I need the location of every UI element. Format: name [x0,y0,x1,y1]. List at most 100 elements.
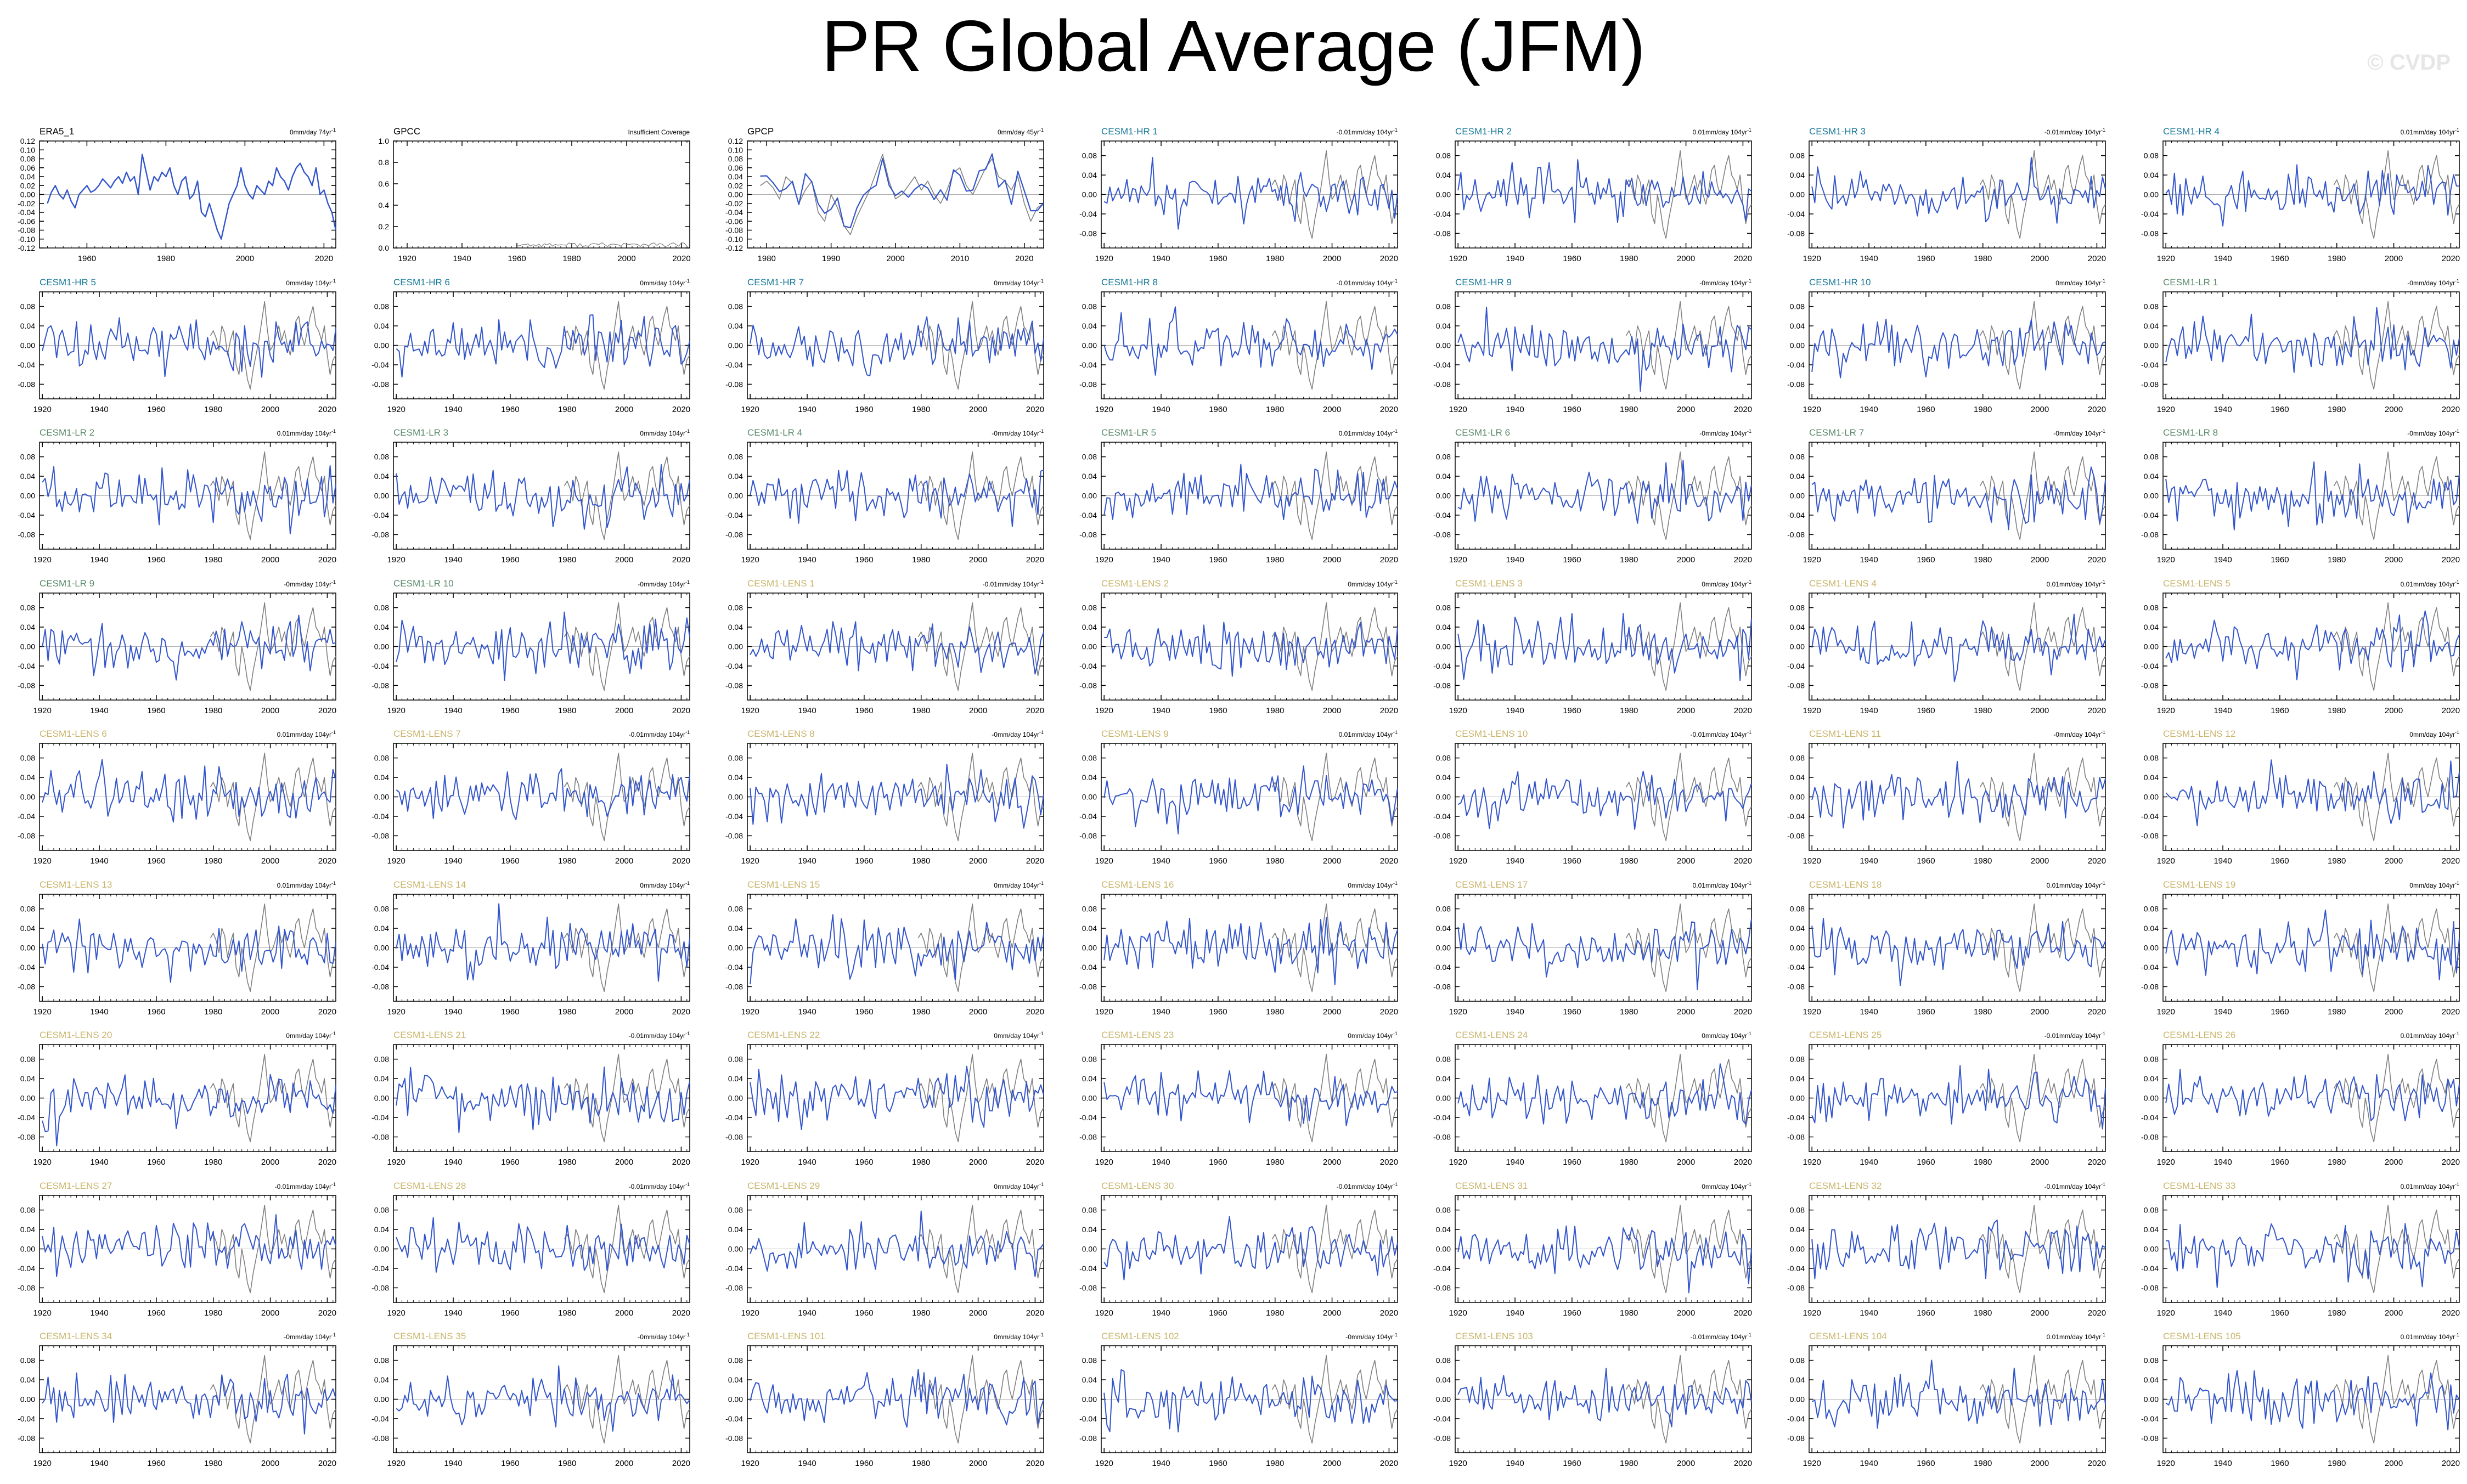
x-tick-label: 1960 [1563,555,1581,565]
obs-series-line [1979,602,2106,691]
x-tick-label: 1940 [2213,405,2232,414]
x-tick-label: 1940 [1506,555,1524,565]
x-tick-label: 2000 [1323,254,1341,263]
y-tick-label: 0.08 [1790,302,1805,311]
x-tick-label: 2000 [969,706,987,715]
y-tick-label: 0.08 [1790,754,1805,763]
y-tick-label: -0.04 [371,812,389,821]
x-tick-label: 1960 [501,706,519,715]
x-tick-label: 1960 [1563,254,1581,263]
obs-series-line [1271,752,1398,842]
y-tick-label: 0.04 [1436,171,1451,179]
y-tick-label: 0.10 [728,145,743,154]
x-tick-label: 1940 [1152,254,1170,263]
y-tick-label: -0.02 [18,199,35,208]
x-tick-label: 1940 [444,856,462,866]
obs-series-line [2333,602,2460,691]
y-tick-label: 0.08 [728,603,743,612]
y-tick-label: -0.08 [2141,681,2159,690]
x-tick-label: 1980 [2328,555,2346,565]
y-tick-label: -0.04 [1433,511,1451,520]
panel-title: CESM1-HR 8 [1101,277,1158,287]
y-tick-label: 0.00 [374,642,389,651]
x-tick-label: 1940 [90,856,108,866]
trend-label: 0.01mm/day 104yr-1 [277,428,336,437]
x-tick-label: 1920 [1095,706,1113,715]
y-tick-label: -0.04 [1079,210,1097,218]
y-tick-label: -0.08 [371,530,389,539]
panel-cesm1-lr-4: CESM1-LR 4 -0mm/day 104yr-1 1920 1940 1960 19… [725,427,1044,565]
panel-cesm1-lens-6: CESM1-LENS 6 0.01mm/day 104yr-1 1920 1940 19… [18,729,336,866]
y-tick-label: -0.08 [1079,530,1097,539]
x-tick-label: 1920 [2157,254,2175,263]
panel-gpcp: GPCP 0mm/day 45yr-1 1980 1990 2000 2010 2020 -0… [725,126,1044,263]
x-tick-label: 1940 [90,405,108,414]
y-tick-label: 0.00 [1436,642,1451,651]
x-tick-label: 1980 [558,706,576,715]
panel-title: CESM1-LENS 12 [2163,729,2235,739]
x-tick-label: 1980 [912,706,930,715]
x-tick-label: 2000 [1677,555,1695,565]
y-tick-label: -0.08 [725,681,743,690]
panel-cesm1-hr-5: CESM1-HR 5 0mm/day 104yr-1 1920 1940 1960 198… [18,277,336,414]
trend-label: 0mm/day 104yr-1 [640,278,690,287]
model-series-line [1811,760,2106,829]
x-tick-label: 2020 [1026,405,1044,414]
x-tick-label: 1940 [90,706,108,715]
model-series-line [1103,765,1398,834]
y-tick-label: 0.06 [728,163,743,172]
x-tick-label: 2020 [318,555,336,565]
x-tick-label: 1940 [798,405,816,414]
panel-title: CESM1-LENS 10 [1455,729,1528,739]
x-tick-label: 2000 [615,555,633,565]
obs-series-line [917,451,1044,540]
panel-cesm1-lens-8: CESM1-LENS 8 -0mm/day 104yr-1 1920 1940 1960… [725,729,1044,866]
x-tick-label: 1960 [501,405,519,414]
x-tick-label: 1980 [912,856,930,866]
x-tick-label: 2000 [969,856,987,866]
x-tick-label: 2020 [672,254,690,263]
x-tick-label: 1920 [1803,706,1821,715]
obs-series-line [1979,150,2106,239]
y-tick-label: 0.0 [379,244,390,252]
y-tick-label: 0.04 [1436,773,1451,782]
x-tick-label: 2000 [2031,555,2049,565]
y-tick-label: -0.04 [1433,360,1451,369]
y-tick-label: -0.04 [18,662,35,670]
model-series-line [42,759,336,823]
y-tick-label: 0.08 [1082,603,1097,612]
panel-cesm1-hr-3: CESM1-HR 3 -0.01mm/day 104yr-1 1920 1940 196… [1787,126,2106,263]
y-tick-label: 0.8 [379,158,390,167]
y-tick-label: 0.00 [2144,642,2159,651]
x-tick-label: 2020 [1734,254,1752,263]
obs-series-line [2333,451,2460,540]
y-tick-label: 0.08 [374,603,389,612]
y-tick-label: 0.08 [20,603,35,612]
x-tick-label: 1940 [1860,706,1878,715]
x-tick-label: 1960 [1917,706,1935,715]
panel-title: CESM1-LR 10 [393,578,454,589]
y-tick-label: -0.08 [371,380,389,388]
trend-label: -0mm/day 104yr-1 [992,428,1044,437]
x-tick-label: 1940 [1506,254,1524,263]
y-tick-label: 0.00 [728,190,743,199]
y-tick-label: -0.08 [371,681,389,690]
model-series-line [1457,159,1752,223]
y-tick-label: -0.04 [1433,210,1451,218]
y-tick-label: -0.08 [18,380,35,388]
x-tick-label: 1960 [855,856,873,866]
x-tick-label: 2000 [615,706,633,715]
x-tick-label: 1980 [204,706,222,715]
y-tick-label: -0.08 [1433,229,1451,238]
panel-cesm1-lr-9: CESM1-LR 9 -0mm/day 104yr-1 1920 1940 1960 19… [18,578,336,715]
trend-label: -0.01mm/day 104yr-1 [1691,730,1751,738]
x-tick-label: 2020 [2088,856,2106,866]
trend-label: -0.01mm/day 104yr-1 [983,579,1044,588]
x-tick-label: 2000 [1677,405,1695,414]
panel-cesm1-lr-8: CESM1-LR 8 -0mm/day 104yr-1 1920 1940 1960 19… [2141,427,2460,565]
y-tick-label: 0.00 [1082,492,1097,500]
x-tick-label: 2020 [1026,856,1044,866]
y-tick-label: -0.04 [371,360,389,369]
watermark: © CVDP [2367,50,2451,75]
obs-series-line [564,451,690,540]
